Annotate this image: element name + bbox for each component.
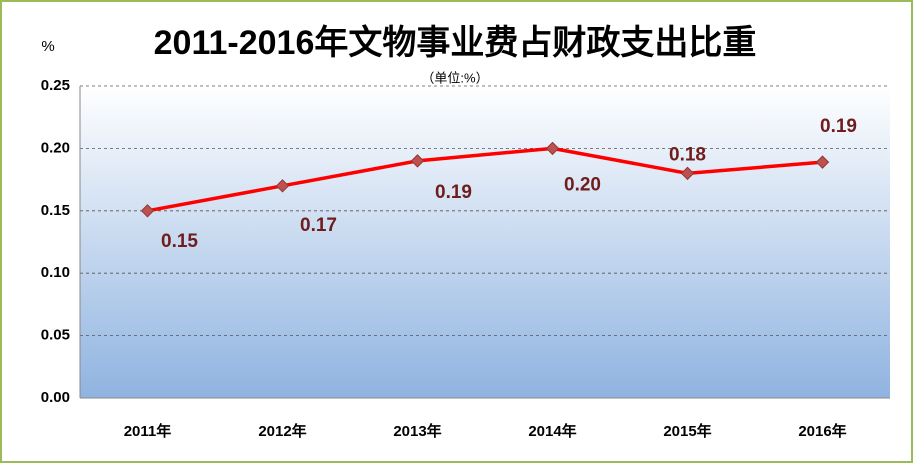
y-axis-label: % xyxy=(41,38,54,55)
point-marker xyxy=(275,179,290,193)
x-tick-label: 2013年 xyxy=(393,422,441,440)
plot-area xyxy=(80,86,890,398)
point-marker xyxy=(680,166,695,181)
point-marker xyxy=(140,204,155,218)
y-tick-label: 0.05 xyxy=(41,327,70,344)
x-tick-label: 2015年 xyxy=(663,422,711,440)
y-tick-label: 0.00 xyxy=(41,389,70,406)
data-label: 0.20 xyxy=(564,174,601,195)
y-tick-label: 0.15 xyxy=(41,202,70,219)
data-label: 0.17 xyxy=(300,215,337,236)
x-tick-label: 2011年 xyxy=(124,422,172,440)
point-marker xyxy=(410,154,425,168)
y-tick-label: 0.20 xyxy=(41,139,70,156)
point-marker xyxy=(815,155,830,169)
chart-subtitle: （单位:%） xyxy=(421,70,488,85)
data-label: 0.19 xyxy=(820,116,857,137)
data-label: 0.15 xyxy=(161,231,198,252)
x-tick-label: 2014年 xyxy=(528,422,576,440)
y-tick-label: 0.10 xyxy=(41,264,70,281)
x-tick-label: 2012年 xyxy=(258,422,306,440)
chart-title: 2011-2016年文物事业费占财政支出比重 xyxy=(154,24,757,62)
x-tick-label: 2016年 xyxy=(798,422,846,440)
y-tick-label: 0.25 xyxy=(41,77,70,94)
point-marker xyxy=(545,141,560,156)
data-label: 0.19 xyxy=(435,182,472,203)
data-label: 0.18 xyxy=(669,144,706,165)
line xyxy=(147,146,823,213)
